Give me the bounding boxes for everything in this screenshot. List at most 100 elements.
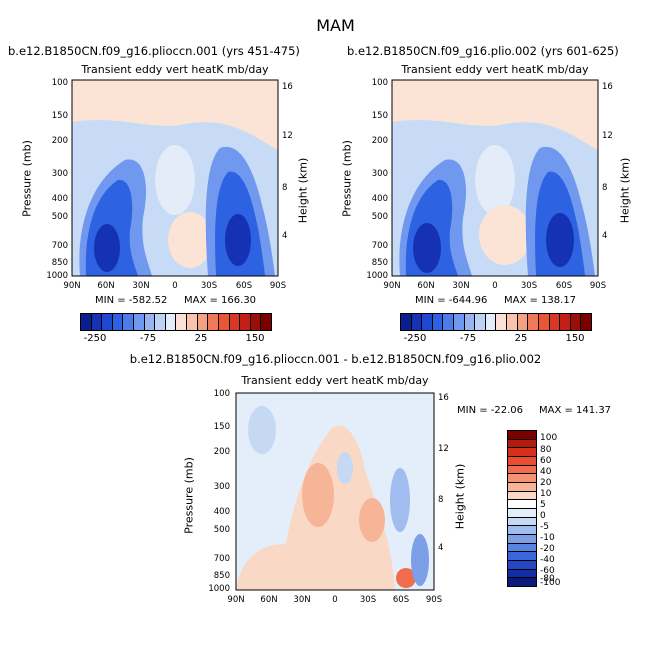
- panel-2-ytick-right-3: 4: [602, 231, 608, 241]
- panel-1-colorbar-swatch-8: [165, 314, 177, 330]
- panel-2-ytick-7: 850: [371, 258, 388, 268]
- panel-1-ytick-right-2: 8: [282, 183, 288, 193]
- panel-3-colorbar-swatch-3: [508, 457, 536, 466]
- panel-3-warm-lower: [236, 544, 300, 590]
- panel-3-cbar-label-9: -10: [540, 533, 555, 543]
- panel-3-ytick-right-2: 8: [438, 495, 444, 505]
- panel-3-ytick-7: 850: [213, 571, 230, 581]
- panel-3-colorbar-swatch-17: [508, 578, 536, 587]
- panel-1-cbar-label-3: 150: [245, 333, 265, 344]
- panel-3-xtick-5: 60S: [392, 595, 410, 605]
- panel-3-cbar-label-14: -100: [540, 578, 561, 588]
- panel-2-min: MIN = -644.96: [415, 295, 488, 306]
- panel-2-colorbar: [400, 313, 592, 331]
- panel-1-cbar-label-1: -75: [139, 333, 157, 344]
- panel-2-cbar-label-0: -250: [403, 333, 427, 344]
- panel-1-ytick-0: 100: [51, 78, 68, 88]
- panel-3-ytick-1: 150: [213, 422, 230, 432]
- panel-2-cbar-label-3: 150: [565, 333, 585, 344]
- panel-2-frame: [391, 79, 599, 277]
- panel-2-ytick-right-1: 12: [602, 131, 613, 141]
- panel-1-ytick-3: 300: [51, 169, 68, 179]
- panel-3-frame: [235, 392, 435, 591]
- panel-2-colorbar-swatch-17: [581, 314, 591, 330]
- panel-1-colorbar-swatch-10: [187, 314, 198, 330]
- panel-2-xtick-5: 60S: [555, 281, 573, 291]
- panel-2-ylabel: Pressure (mb): [340, 140, 354, 217]
- panel-2-mid-pale: [475, 145, 515, 215]
- panel-1-colorbar-swatch-14: [229, 314, 241, 330]
- panel-1-nh-peak: [94, 224, 120, 272]
- panel-3-ytick-0: 100: [213, 389, 230, 399]
- panel-3-xtick-1: 60N: [260, 595, 278, 605]
- panel-1-colorbar-swatch-3: [112, 314, 124, 330]
- panel-1-colorbar-swatch-5: [134, 314, 145, 330]
- panel-3-colorbar-swatch-4: [508, 465, 536, 475]
- panel-1-upper-warm: [72, 80, 278, 150]
- panel-2-xtick-0: 90N: [383, 281, 401, 291]
- panel-1-min: MIN = -582.52: [95, 295, 168, 306]
- panel-3-cool-upper: [248, 406, 276, 454]
- panel-1-ytick-4: 400: [51, 194, 68, 204]
- panel-3-ytick-2: 200: [213, 447, 230, 457]
- panel-1-cbar-label-0: -250: [83, 333, 107, 344]
- panel-3-xtick-3: 0: [332, 595, 338, 605]
- panel-2-colorbar-swatch-15: [560, 314, 571, 330]
- panel-2-colorbar-swatch-14: [549, 314, 561, 330]
- panel-3-colorbar-swatch-0: [508, 431, 536, 440]
- panel-1-cbar-label-2: 25: [194, 333, 208, 344]
- panel-3-colorbar-swatch-6: [508, 483, 536, 492]
- panel-3-xtick-0: 90N: [227, 595, 245, 605]
- panel-3-colorbar-swatch-1: [508, 439, 536, 449]
- panel-1-xtick-6: 90S: [269, 281, 287, 291]
- panel-1-xtick-2: 30N: [132, 281, 150, 291]
- panel-2-warm-blob: [479, 205, 531, 265]
- panel-3-ytick-right-3: 4: [438, 543, 444, 553]
- panel-2-ytick-0: 100: [371, 78, 388, 88]
- panel-3-colorbar-swatch-7: [508, 491, 536, 501]
- panel-2-ytick-right-0: 16: [602, 82, 613, 92]
- panel-3-colorbar-swatch-15: [508, 561, 536, 570]
- panel-1-field: [72, 80, 278, 276]
- panel-3-cool-mid: [337, 452, 353, 484]
- panel-1-nh-core: [85, 179, 138, 276]
- panel-2-xtick-6: 90S: [589, 281, 607, 291]
- panel-3-cbar-label-11: -40: [540, 555, 555, 565]
- panel-3-colorbar-swatch-10: [508, 517, 536, 527]
- panel-3-cbar-label-8: -5: [540, 522, 549, 532]
- panel-2-colorbar-swatch-1: [411, 314, 423, 330]
- panel-1-xtick-5: 60S: [235, 281, 253, 291]
- panel-1-colorbar-swatch-11: [197, 314, 209, 330]
- panel-1-ytick-8: 1000: [46, 271, 68, 281]
- panel-1-ylabel: Pressure (mb): [20, 140, 34, 217]
- panel-2-ytick-6: 700: [371, 241, 388, 251]
- panel-1-sh-storm: [205, 146, 275, 276]
- panel-2-colorbar-swatch-16: [570, 314, 582, 330]
- panel-3-cbar-label-7: 0: [540, 511, 546, 521]
- panel-2-max: MAX = 138.17: [504, 295, 577, 306]
- panel-3-colorbar-swatch-16: [508, 569, 536, 579]
- panel-2-sh-peak: [546, 213, 574, 267]
- panel-1-colorbar-swatch-15: [240, 314, 251, 330]
- panel-1-subtitle: Transient eddy vert heatK mb/day: [81, 63, 269, 76]
- panel-1-title: b.e12.B1850CN.f09_g16.plioccn.001 (yrs 4…: [8, 44, 300, 58]
- panel-2-colorbar-swatch-13: [538, 314, 550, 330]
- panel-3-warm-core: [302, 463, 334, 527]
- panel-3-colorbar-swatch-11: [508, 526, 536, 536]
- panel-1-ytick-right-1: 12: [282, 131, 293, 141]
- panel-1-colorbar-swatch-2: [102, 314, 113, 330]
- panel-3-cbar-label-13: -80: [540, 574, 555, 584]
- panel-1-ytick-6: 700: [51, 241, 68, 251]
- panel-2-ytick-3: 300: [371, 169, 388, 179]
- panel-2-xtick-1: 60N: [417, 281, 435, 291]
- panel-3-warm-near-surface: [396, 568, 416, 588]
- panel-2-xtick-4: 30S: [520, 281, 538, 291]
- panel-3-cbar-label-2: 60: [540, 456, 552, 466]
- panel-3-ytick-4: 400: [213, 507, 230, 517]
- panel-1-xtick-1: 60N: [97, 281, 115, 291]
- panel-3-colorbar-swatch-5: [508, 474, 536, 484]
- panel-3-ytick-6: 700: [213, 554, 230, 564]
- panel-3-min: MIN = -22.06: [457, 405, 524, 416]
- panel-3-subtitle: Transient eddy vert heatK mb/day: [241, 374, 429, 387]
- panel-2-colorbar-swatch-8: [485, 314, 497, 330]
